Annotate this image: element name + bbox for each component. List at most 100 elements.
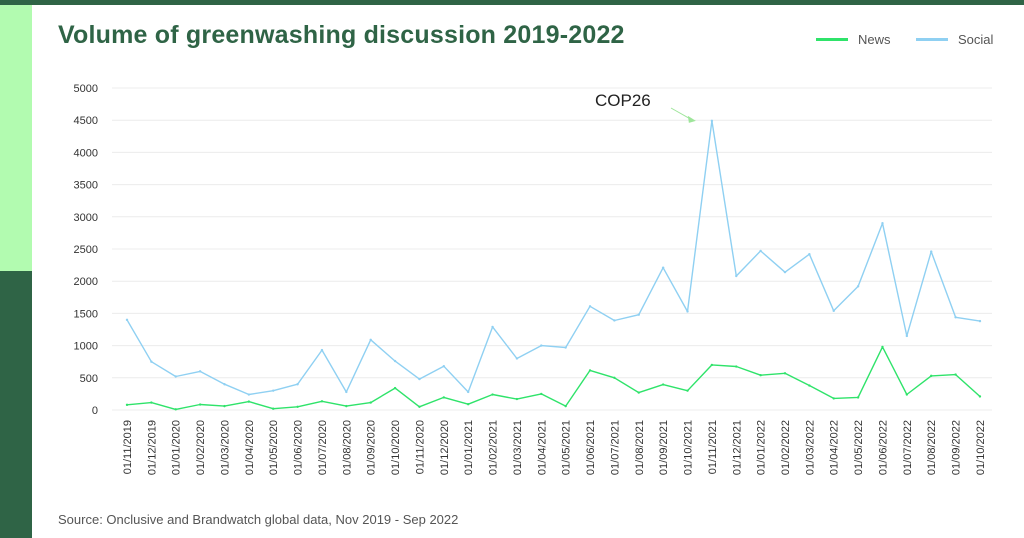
x-tick-label-14: 01/01/2021 — [463, 420, 475, 475]
x-tick-label-25: 01/12/2021 — [731, 420, 743, 475]
y-tick-label-1500: 1500 — [74, 308, 98, 320]
x-tick-label-19: 01/06/2021 — [585, 420, 597, 475]
data-point-news-33 — [930, 374, 933, 378]
annotation-cop26: COP26 — [595, 91, 651, 110]
side-accent-dark — [0, 271, 32, 538]
data-point-news-12 — [418, 405, 421, 408]
data-point-social-8 — [320, 348, 324, 352]
data-point-social-18 — [564, 346, 567, 349]
y-tick-label-3000: 3000 — [74, 212, 98, 224]
data-point-news-14 — [466, 403, 470, 406]
y-tick-label-5000: 5000 — [74, 83, 98, 95]
data-point-news-32 — [905, 393, 909, 396]
data-point-news-34 — [954, 373, 957, 376]
x-tick-label-13: 01/12/2020 — [439, 420, 451, 475]
x-tick-label-21: 01/08/2021 — [634, 420, 646, 475]
x-tick-label-11: 01/10/2020 — [390, 420, 402, 475]
legend-label-social: Social — [958, 32, 994, 47]
y-tick-label-4000: 4000 — [74, 147, 98, 159]
data-point-social-22 — [661, 266, 665, 269]
data-point-social-23 — [686, 310, 689, 313]
data-point-social-16 — [515, 357, 519, 360]
data-point-news-31 — [881, 345, 884, 349]
data-point-news-9 — [345, 404, 348, 408]
data-point-social-24 — [710, 119, 714, 123]
data-point-news-23 — [686, 389, 689, 392]
data-point-news-10 — [369, 401, 372, 404]
data-point-social-21 — [637, 313, 640, 316]
x-tick-label-34: 01/09/2022 — [951, 420, 963, 475]
x-tick-label-9: 01/08/2020 — [341, 420, 353, 475]
data-point-social-34 — [954, 316, 957, 319]
data-point-news-17 — [540, 392, 543, 396]
data-point-social-6 — [272, 389, 275, 392]
x-tick-label-6: 01/05/2020 — [268, 420, 280, 475]
y-tick-label-2000: 2000 — [74, 276, 98, 288]
legend-item-news: News — [816, 32, 891, 47]
side-accent-light — [0, 5, 32, 271]
x-tick-label-10: 01/09/2020 — [366, 420, 378, 475]
data-point-news-20 — [613, 376, 616, 379]
data-point-news-5 — [247, 400, 251, 403]
data-point-news-30 — [856, 396, 860, 399]
legend-swatch-social — [916, 38, 948, 41]
data-point-social-19 — [588, 305, 592, 308]
x-tick-label-31: 01/06/2022 — [877, 420, 889, 475]
data-point-news-21 — [637, 391, 640, 394]
data-point-news-26 — [759, 374, 762, 377]
data-point-social-20 — [613, 319, 616, 322]
data-point-social-31 — [881, 222, 884, 225]
data-point-social-3 — [198, 370, 202, 373]
data-point-news-3 — [198, 403, 202, 406]
data-point-news-11 — [393, 386, 397, 390]
data-point-social-1 — [150, 360, 153, 363]
y-tick-label-1000: 1000 — [74, 341, 98, 353]
x-tick-label-2: 01/01/2020 — [171, 420, 183, 475]
x-tick-label-35: 01/10/2022 — [975, 420, 987, 475]
x-tick-label-30: 01/05/2022 — [853, 420, 865, 475]
data-point-social-13 — [442, 365, 446, 368]
data-point-social-35 — [978, 319, 982, 323]
data-point-social-12 — [418, 377, 421, 381]
x-tick-label-29: 01/04/2022 — [829, 420, 841, 475]
source-note: Source: Onclusive and Brandwatch global … — [58, 512, 459, 527]
x-tick-label-28: 01/03/2022 — [804, 420, 816, 475]
data-point-news-27 — [783, 372, 787, 375]
data-point-social-15 — [491, 325, 494, 329]
data-point-social-17 — [540, 344, 543, 347]
y-tick-label-3500: 3500 — [74, 180, 98, 192]
data-point-social-27 — [783, 270, 787, 274]
legend-label-news: News — [858, 32, 891, 47]
data-point-social-0 — [125, 318, 129, 322]
x-tick-label-0: 01/11/2019 — [122, 420, 134, 474]
x-tick-label-7: 01/06/2020 — [293, 420, 305, 475]
data-point-news-22 — [661, 383, 665, 386]
data-point-social-4 — [223, 383, 226, 386]
y-tick-label-4500: 4500 — [74, 115, 98, 127]
data-point-social-30 — [856, 285, 860, 288]
data-point-news-4 — [223, 404, 226, 408]
legend-item-social: Social — [916, 32, 993, 47]
data-point-news-8 — [320, 400, 324, 403]
chart-title: Volume of greenwashing discussion 2019-2… — [58, 21, 625, 49]
data-point-social-25 — [735, 274, 738, 278]
x-tick-label-15: 01/02/2021 — [488, 420, 500, 475]
data-point-news-18 — [564, 404, 567, 408]
data-point-news-2 — [174, 408, 177, 411]
data-point-social-32 — [905, 334, 909, 338]
legend-swatch-news — [816, 38, 848, 41]
x-tick-label-1: 01/12/2019 — [146, 420, 158, 475]
data-point-news-24 — [710, 363, 714, 367]
x-tick-label-3: 01/02/2020 — [195, 420, 207, 475]
data-point-social-28 — [808, 252, 811, 256]
y-tick-label-500: 500 — [80, 373, 98, 385]
annotation-arrow-head — [687, 115, 696, 123]
x-tick-label-26: 01/01/2022 — [756, 420, 768, 475]
data-point-news-25 — [735, 365, 738, 368]
data-point-news-0 — [125, 403, 129, 407]
data-point-news-19 — [588, 369, 592, 372]
x-tick-label-24: 01/11/2021 — [707, 420, 719, 474]
data-point-news-13 — [442, 396, 446, 399]
x-tick-label-5: 01/04/2020 — [244, 420, 256, 475]
